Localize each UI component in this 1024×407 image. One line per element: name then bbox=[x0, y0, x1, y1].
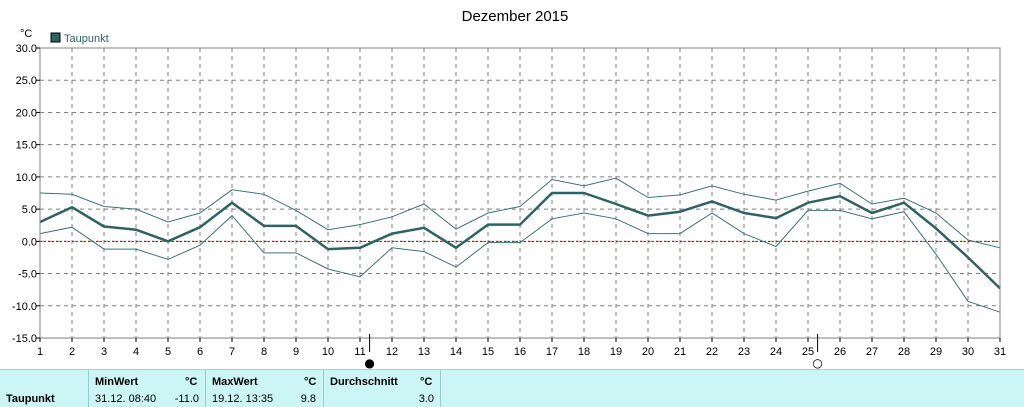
x-tick-label: 10 bbox=[322, 346, 334, 358]
max-cell: MaxWert °C 19.12. 13:35 9.8 bbox=[205, 370, 322, 407]
series-line-lower bbox=[39, 209, 1001, 313]
x-tick-label: 5 bbox=[165, 346, 171, 358]
series-line-upper bbox=[39, 177, 1001, 249]
x-tick-label: 27 bbox=[866, 346, 878, 358]
max-time: 19.12. 13:35 bbox=[212, 393, 274, 405]
y-tick-label: -15.0 bbox=[12, 333, 37, 345]
summary-bar: Taupunkt MinWert °C 31.12. 08:40 -11.0 M… bbox=[0, 369, 1024, 407]
moon-phase-icon: ○ bbox=[812, 356, 822, 369]
x-tick-label: 6 bbox=[197, 346, 203, 358]
avg-value: 3.0 bbox=[418, 393, 434, 405]
series-line-taupunkt bbox=[39, 191, 1001, 290]
legend-swatch bbox=[50, 32, 61, 43]
max-head: MaxWert bbox=[212, 376, 258, 388]
x-tick-label: 17 bbox=[546, 346, 558, 358]
min-cell: MinWert °C 31.12. 08:40 -11.0 bbox=[88, 370, 205, 407]
y-tick-label: -5.0 bbox=[18, 269, 37, 281]
min-value: -11.0 bbox=[174, 393, 199, 405]
summary-label: Taupunkt bbox=[6, 393, 55, 405]
y-tick-labels: 30.0 25.0 20.0 15.0 10.0 5.0 0.0 -5.0 -10.0 -15.0 bbox=[12, 43, 40, 345]
y-tick-label: 30.0 bbox=[16, 43, 37, 55]
x-tick-label: 1 bbox=[37, 346, 43, 358]
x-tick-label: 20 bbox=[642, 346, 654, 358]
x-tick-label: 25 bbox=[802, 346, 814, 358]
moon-phase-markers: ● ○ bbox=[364, 334, 823, 369]
summary-divider bbox=[440, 370, 441, 407]
x-tick-label: 21 bbox=[674, 346, 686, 358]
y-tick-label: 10.0 bbox=[16, 172, 37, 184]
x-tick-label: 29 bbox=[930, 346, 942, 358]
x-tick-label: 24 bbox=[770, 346, 782, 358]
avg-head: Durchschnitt bbox=[330, 376, 398, 388]
legend-label: Taupunkt bbox=[64, 33, 109, 45]
min-head: MinWert bbox=[95, 376, 139, 388]
avg-cell: Durchschnitt °C 3.0 bbox=[323, 370, 440, 407]
x-tick-label: 31 bbox=[994, 346, 1006, 358]
x-tick-label: 9 bbox=[293, 346, 299, 358]
x-tick-label: 13 bbox=[418, 346, 430, 358]
x-tick-label: 30 bbox=[962, 346, 974, 358]
avg-unit: °C bbox=[420, 376, 433, 388]
min-time: 31.12. 08:40 bbox=[95, 393, 157, 405]
y-tick-label: 5.0 bbox=[22, 204, 37, 216]
x-tick-label: 4 bbox=[133, 346, 139, 358]
x-tick-label: 23 bbox=[738, 346, 750, 358]
y-tick-label: 0.0 bbox=[22, 236, 37, 248]
grid bbox=[40, 48, 1000, 338]
x-tick-label: 16 bbox=[514, 346, 526, 358]
x-tick-label: 22 bbox=[706, 346, 718, 358]
x-tick-label: 28 bbox=[898, 346, 910, 358]
x-tick-labels: 1 2 3 4 5 6 7 8 9 10 11 12 13 14 15 16 17 18 19 20 21 22 23 24 2… bbox=[37, 338, 1006, 358]
y-tick-label: 20.0 bbox=[16, 107, 37, 119]
chart-title: Dezember 2015 bbox=[462, 8, 569, 25]
moon-phase-icon: ● bbox=[364, 356, 374, 369]
x-tick-label: 15 bbox=[482, 346, 494, 358]
x-tick-label: 2 bbox=[69, 346, 75, 358]
y-tick-label: 15.0 bbox=[16, 140, 37, 152]
y-axis-unit: °C bbox=[20, 28, 32, 40]
x-tick-label: 18 bbox=[578, 346, 590, 358]
y-tick-label: -10.0 bbox=[12, 301, 37, 313]
x-tick-label: 3 bbox=[101, 346, 107, 358]
x-tick-label: 26 bbox=[834, 346, 846, 358]
x-tick-label: 19 bbox=[610, 346, 622, 358]
min-unit: °C bbox=[185, 376, 198, 388]
dewpoint-chart: 30.0 25.0 20.0 15.0 10.0 5.0 0.0 -5.0 -10.0 -15.0… bbox=[12, 8, 1006, 369]
x-tick-label: 14 bbox=[450, 346, 462, 358]
y-tick-label: 25.0 bbox=[16, 75, 37, 87]
max-unit: °C bbox=[304, 376, 317, 388]
x-tick-label: 12 bbox=[386, 346, 398, 358]
x-tick-label: 11 bbox=[354, 346, 365, 358]
x-tick-label: 8 bbox=[261, 346, 267, 358]
series-lines bbox=[39, 177, 1001, 313]
max-value: 9.8 bbox=[300, 393, 316, 405]
x-tick-label: 7 bbox=[229, 346, 235, 358]
